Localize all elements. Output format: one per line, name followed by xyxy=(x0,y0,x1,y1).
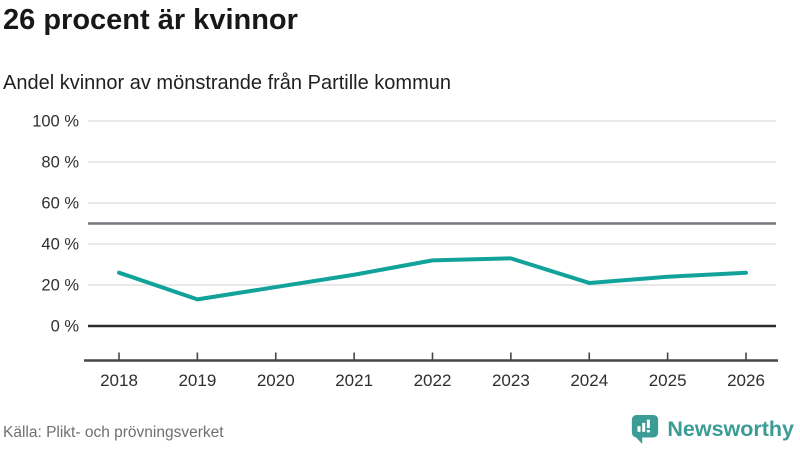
newsworthy-logo-text: Newsworthy xyxy=(667,416,794,441)
data-series-line xyxy=(117,256,748,302)
x-tick-label: 2024 xyxy=(570,371,608,390)
x-tick-label: 2018 xyxy=(100,371,138,390)
line-chart: 0 % 20 % 40 % 60 % 80 % 100 % 2018 2019 2020 2021… xyxy=(32,113,778,390)
source-note: Källa: Plikt- och prövningsverket xyxy=(3,424,224,441)
x-tick-label: 2026 xyxy=(727,371,765,390)
x-tick-label: 2023 xyxy=(492,371,530,390)
x-tick-label: 2020 xyxy=(257,371,295,390)
x-tick-label: 2021 xyxy=(335,371,373,390)
y-tick-label: 100 % xyxy=(32,113,79,131)
y-tick-label: 60 % xyxy=(41,195,79,213)
page-title: 26 procent är kvinnor xyxy=(3,4,298,36)
newsworthy-logo: Newsworthy xyxy=(630,413,794,445)
newsworthy-logo-icon xyxy=(632,414,659,444)
y-tick-label: 20 % xyxy=(41,277,79,295)
x-tick-label: 2019 xyxy=(178,371,216,390)
y-tick-label: 0 % xyxy=(51,318,80,336)
y-tick-label: 40 % xyxy=(41,236,79,254)
x-tick-label: 2025 xyxy=(649,371,687,390)
x-tick-label: 2022 xyxy=(414,371,452,390)
chart-subtitle: Andel kvinnor av mönstrande från Partill… xyxy=(3,72,451,94)
y-tick-label: 80 % xyxy=(41,154,79,172)
footer: Källa: Plikt- och prövningsverket Newswo… xyxy=(0,414,800,450)
